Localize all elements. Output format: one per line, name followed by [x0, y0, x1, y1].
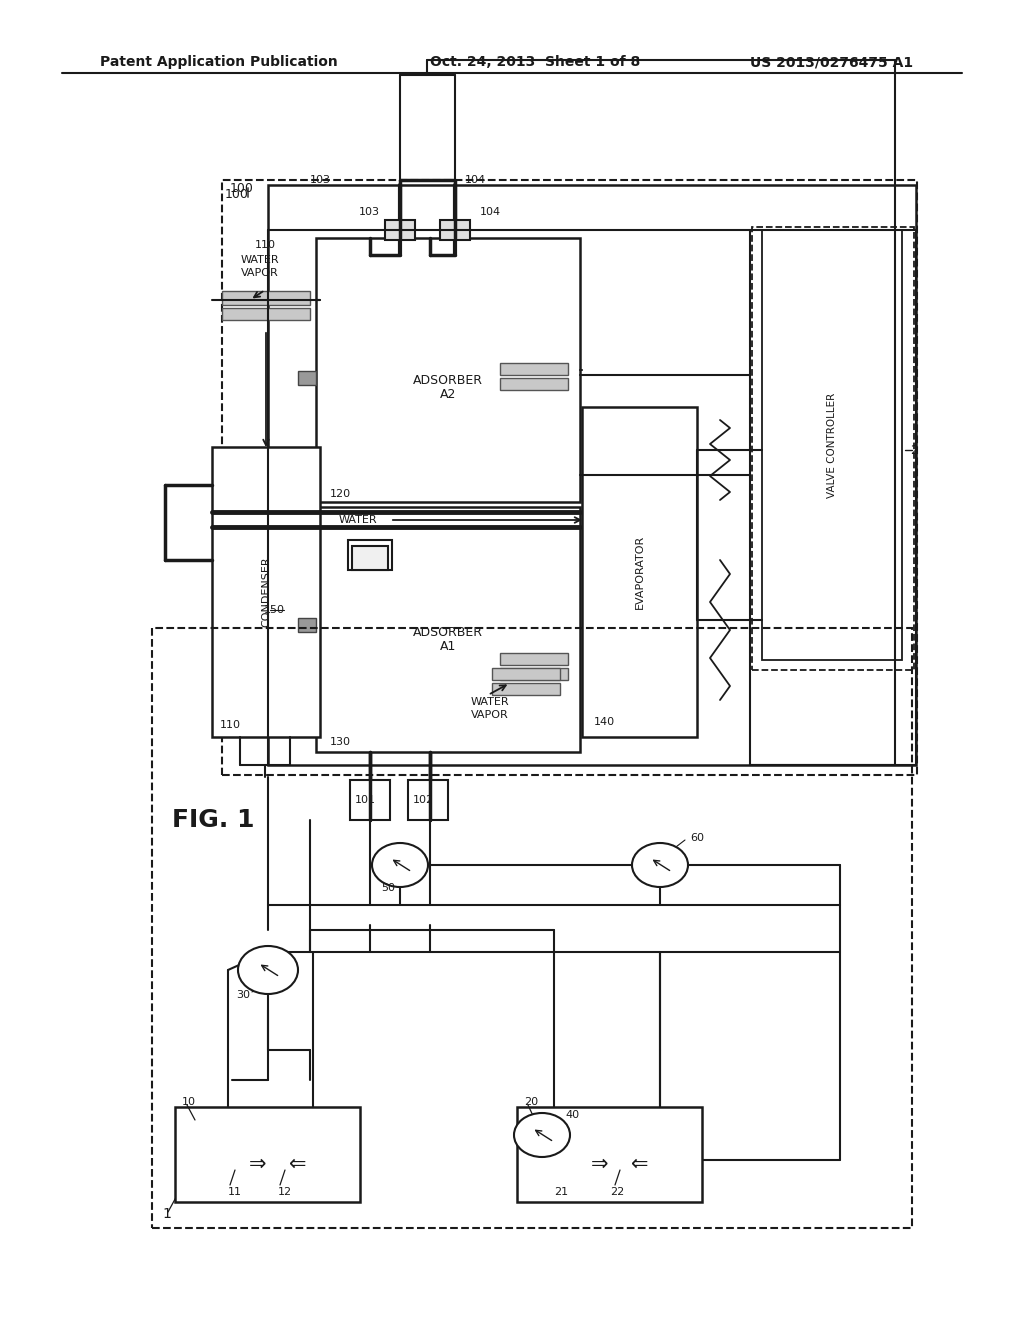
- Ellipse shape: [238, 946, 298, 994]
- Text: 102: 102: [413, 795, 434, 805]
- Bar: [350, 780, 390, 820]
- Bar: [316, 238, 580, 502]
- Text: 110: 110: [220, 719, 241, 730]
- Text: 21: 21: [554, 1187, 568, 1197]
- Text: FIG. 1: FIG. 1: [172, 808, 255, 832]
- Text: 110: 110: [255, 240, 276, 249]
- Bar: [440, 220, 470, 240]
- Text: 140: 140: [594, 717, 615, 727]
- Text: ADSORBER: ADSORBER: [413, 626, 483, 639]
- Text: 20: 20: [524, 1097, 539, 1107]
- Text: 103: 103: [359, 207, 380, 216]
- Text: 2: 2: [910, 444, 918, 457]
- Text: ⇐: ⇐: [631, 1154, 649, 1173]
- Text: 101: 101: [355, 795, 376, 805]
- Text: VALVE CONTROLLER: VALVE CONTROLLER: [827, 392, 837, 498]
- Bar: [348, 540, 392, 570]
- Bar: [385, 220, 415, 240]
- Text: 150: 150: [264, 605, 285, 615]
- Bar: [762, 230, 902, 660]
- Text: ADSORBER: ADSORBER: [413, 374, 483, 387]
- Bar: [222, 180, 918, 775]
- Text: 1: 1: [162, 1206, 171, 1221]
- Text: 130: 130: [330, 737, 351, 747]
- Text: EVAPORATOR: EVAPORATOR: [635, 535, 645, 609]
- Bar: [316, 507, 580, 752]
- Text: VAPOR: VAPOR: [471, 710, 509, 719]
- Bar: [298, 371, 316, 385]
- Bar: [517, 1107, 702, 1203]
- Text: WATER: WATER: [339, 515, 377, 525]
- Bar: [152, 628, 912, 1228]
- Text: 12: 12: [278, 1187, 292, 1197]
- Text: 40: 40: [565, 1110, 580, 1119]
- Text: 11: 11: [228, 1187, 242, 1197]
- Text: 120: 120: [330, 488, 351, 499]
- Bar: [175, 1107, 360, 1203]
- Text: ⇒: ⇒: [591, 1154, 608, 1173]
- Bar: [408, 780, 449, 820]
- Bar: [268, 185, 916, 766]
- Text: 30: 30: [236, 990, 250, 1001]
- Bar: [298, 618, 316, 632]
- Bar: [500, 363, 568, 375]
- Text: US 2013/0276475 A1: US 2013/0276475 A1: [750, 55, 913, 69]
- Text: WATER: WATER: [241, 255, 280, 265]
- Text: VAPOR: VAPOR: [241, 268, 279, 279]
- Text: 103: 103: [310, 176, 331, 185]
- Text: 60: 60: [690, 833, 705, 843]
- Bar: [492, 682, 560, 696]
- Bar: [582, 407, 697, 737]
- Ellipse shape: [632, 843, 688, 887]
- Text: 104: 104: [480, 207, 501, 216]
- Text: ⇒: ⇒: [249, 1154, 266, 1173]
- Text: ⇐: ⇐: [289, 1154, 307, 1173]
- Bar: [222, 290, 310, 305]
- Bar: [500, 653, 568, 665]
- Bar: [222, 308, 310, 319]
- Text: 100: 100: [225, 189, 249, 202]
- Text: 22: 22: [610, 1187, 625, 1197]
- Text: 50: 50: [381, 883, 395, 894]
- Bar: [212, 447, 319, 737]
- Text: 104: 104: [465, 176, 486, 185]
- Text: Patent Application Publication: Patent Application Publication: [100, 55, 338, 69]
- Bar: [500, 378, 568, 389]
- Text: A2: A2: [440, 388, 456, 400]
- Bar: [492, 668, 560, 680]
- Text: CONDENSER: CONDENSER: [261, 557, 271, 627]
- Ellipse shape: [514, 1113, 570, 1158]
- Bar: [500, 668, 568, 680]
- Ellipse shape: [372, 843, 428, 887]
- Text: Oct. 24, 2013  Sheet 1 of 8: Oct. 24, 2013 Sheet 1 of 8: [430, 55, 640, 69]
- Text: WATER: WATER: [471, 697, 509, 708]
- Text: 100: 100: [230, 181, 254, 194]
- Text: A1: A1: [440, 639, 456, 652]
- Bar: [752, 227, 914, 671]
- Text: 10: 10: [182, 1097, 196, 1107]
- Bar: [352, 546, 388, 570]
